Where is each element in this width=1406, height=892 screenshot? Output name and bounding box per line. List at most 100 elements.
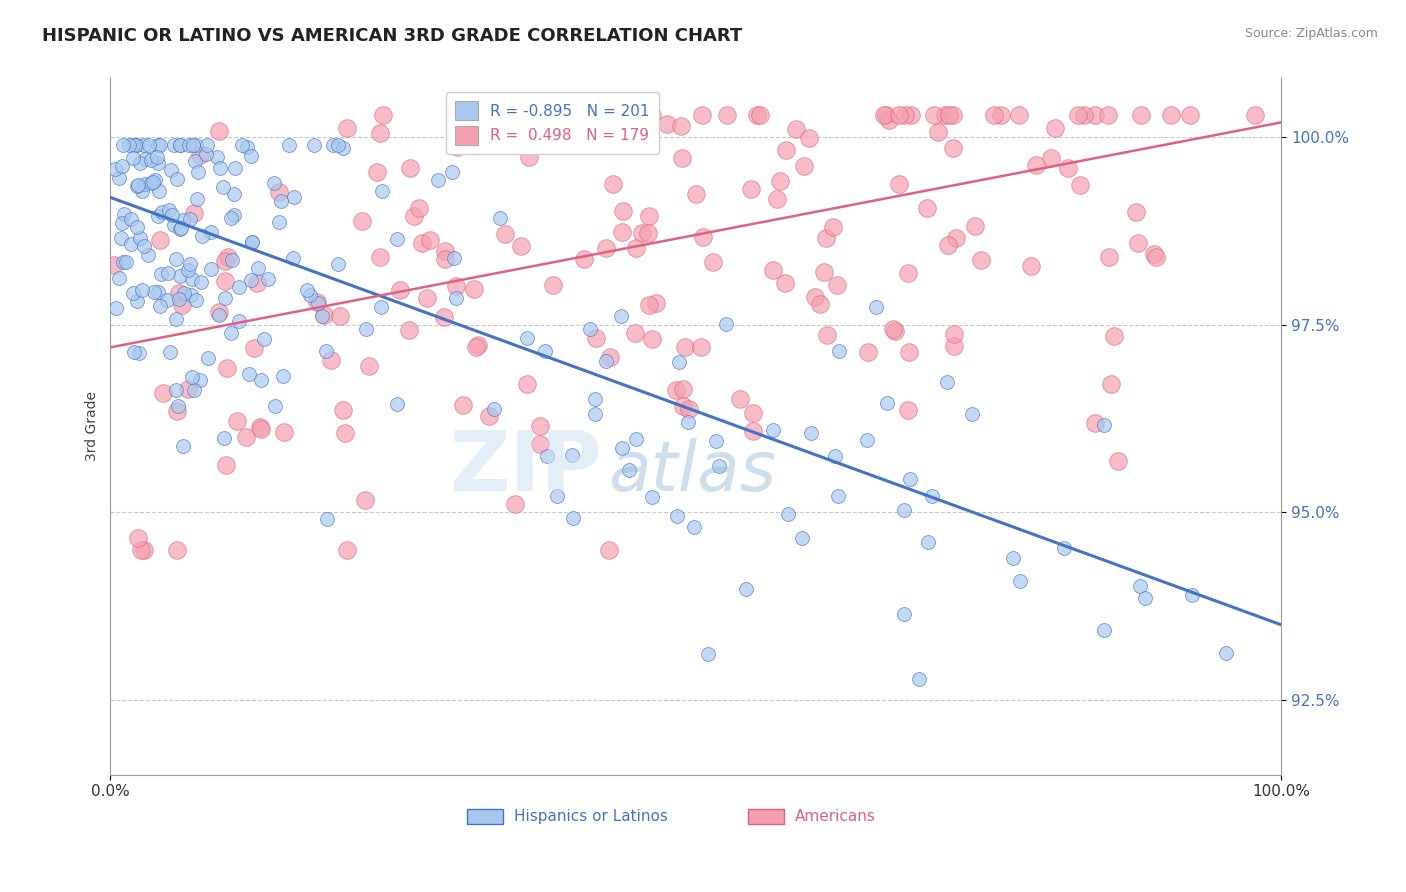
Point [166,542,188,557]
Point [131,542,153,557]
Point [965,219,987,233]
Point [128,345,150,359]
Point [159,163,181,178]
Point [148,285,170,300]
Point [208,124,231,138]
Point [326,257,349,271]
Point [112,137,135,152]
FancyBboxPatch shape [748,809,783,824]
Point [561,448,583,462]
Point [160,209,183,223]
Point [107,270,129,285]
Point [190,276,212,290]
Point [671,400,693,414]
Point [152,385,174,400]
Point [900,108,922,122]
Point [804,290,827,304]
Point [370,184,392,198]
Point [665,383,688,397]
Point [111,216,134,230]
Point [132,239,155,253]
Point [579,322,602,336]
Point [536,449,558,463]
Point [179,257,201,271]
Point [125,178,148,193]
Point [683,520,706,534]
Point [676,416,699,430]
Point [209,161,232,175]
Point [122,345,145,359]
Point [238,367,260,381]
Point [146,151,169,165]
Point [127,531,149,545]
Point [917,535,939,549]
Point [697,647,720,661]
Point [574,252,596,266]
Point [1067,108,1090,122]
Point [599,350,621,364]
Point [131,283,153,297]
Point [631,135,654,149]
Point [775,143,797,157]
Point [256,272,278,286]
Point [762,423,785,437]
Point [112,207,135,221]
Point [172,439,194,453]
Point [1083,416,1105,430]
Point [872,108,894,122]
Point [509,239,531,253]
Point [433,252,456,266]
Point [1129,108,1152,122]
Point [249,420,271,434]
Point [938,108,960,122]
Point [814,231,837,245]
Point [371,108,394,122]
Point [191,228,214,243]
Point [121,286,143,301]
Text: Hispanics or Latinos: Hispanics or Latinos [515,809,668,824]
Point [172,212,194,227]
Point [127,137,149,152]
Point [624,432,647,446]
Point [800,425,823,440]
Point [478,409,501,423]
Point [221,253,243,268]
Point [631,226,654,240]
Point [1019,259,1042,273]
Point [166,403,188,417]
Point [1125,204,1147,219]
Point [1008,108,1031,122]
Point [441,165,464,179]
Point [808,297,831,311]
Point [110,231,132,245]
Point [585,331,607,345]
Point [240,235,263,250]
Point [111,159,134,173]
Point [163,218,186,232]
Point [692,230,714,244]
Point [641,332,664,346]
Point [690,108,713,122]
Point [742,424,765,438]
Point [219,326,242,340]
Point [177,383,200,397]
Point [610,309,633,323]
Point [882,322,904,336]
Point [433,244,456,259]
Point [541,277,564,292]
Point [714,317,737,331]
Point [828,344,851,359]
Point [184,293,207,308]
Point [149,299,172,313]
Point [671,151,693,165]
Point [877,112,900,127]
Point [187,165,209,179]
Point [139,153,162,168]
Point [169,269,191,284]
Point [222,187,245,202]
Point [876,108,898,122]
Point [921,489,943,503]
Point [186,137,208,152]
Point [598,542,620,557]
Point [479,137,502,152]
